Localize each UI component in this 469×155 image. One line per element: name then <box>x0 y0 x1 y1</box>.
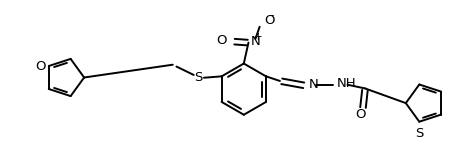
Text: +: + <box>254 31 263 42</box>
Text: O: O <box>36 60 46 73</box>
Text: O: O <box>265 14 275 27</box>
Text: O: O <box>356 108 366 121</box>
Text: S: S <box>415 127 424 140</box>
Text: O: O <box>217 34 227 47</box>
Text: -: - <box>270 9 274 22</box>
Text: S: S <box>194 71 203 84</box>
Text: N: N <box>308 78 318 91</box>
Text: NH: NH <box>336 77 356 90</box>
Text: N: N <box>250 35 260 48</box>
